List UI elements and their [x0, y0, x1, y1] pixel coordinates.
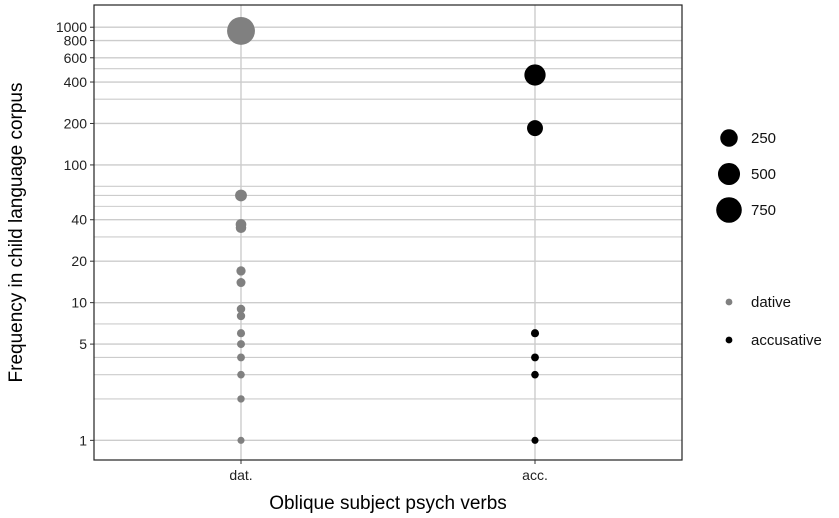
size-legend-label: 500: [751, 166, 776, 183]
x-axis-title: Oblique subject psych verbs: [269, 493, 507, 514]
data-point-dative: [237, 340, 245, 349]
size-legend: 250 500 750: [716, 129, 776, 223]
y-tick-label: 1: [79, 432, 87, 448]
data-point-dative: [236, 278, 246, 288]
color-legend-key: [725, 336, 733, 344]
data-point-dative: [235, 222, 247, 233]
size-legend-key: [720, 129, 738, 147]
data-point-accusative: [530, 329, 540, 338]
color-legend-label: accusative: [751, 332, 822, 349]
y-tick-label: 400: [64, 74, 88, 90]
y-axis-title: Frequency in child language corpus: [6, 83, 27, 383]
data-points: [227, 16, 546, 444]
data-point-accusative: [527, 120, 543, 137]
size-legend-key: [717, 162, 741, 186]
y-tick-label: 600: [64, 50, 88, 66]
color-legend-key: [725, 298, 733, 306]
data-point-dative: [236, 311, 246, 321]
data-point-dative: [237, 395, 245, 403]
data-point-dative: [236, 329, 246, 338]
y-tick-label: 10: [71, 295, 87, 311]
data-point-dative: [237, 436, 245, 444]
x-tick-label: dat.: [229, 467, 252, 483]
size-legend-label: 750: [751, 202, 776, 219]
y-tick-label: 1000: [56, 19, 87, 35]
data-point-dative: [236, 266, 246, 276]
size-legend-key: [716, 197, 742, 223]
data-point-dative: [235, 189, 247, 202]
grid-lines: [94, 5, 682, 460]
data-point-accusative: [531, 370, 539, 379]
y-tick-label: 100: [64, 157, 88, 173]
x-axis: dat. acc.: [229, 460, 548, 483]
x-tick-label: acc.: [522, 467, 548, 483]
y-tick-label: 40: [71, 212, 87, 228]
data-point-dative: [237, 353, 245, 362]
color-legend-label: dative: [751, 294, 791, 311]
data-point-dative: [236, 304, 246, 314]
data-point-accusative: [531, 436, 539, 444]
data-point-dative: [227, 16, 255, 45]
data-point-accusative: [524, 64, 546, 86]
data-point-accusative: [531, 353, 539, 362]
color-legend: dative accusative: [725, 294, 822, 349]
plot-panel-border: [93, 4, 683, 461]
y-tick-label: 20: [71, 253, 87, 269]
y-tick-label: 800: [64, 33, 88, 49]
y-tick-label: 5: [79, 336, 87, 352]
data-point-dative: [237, 370, 245, 379]
size-legend-label: 250: [751, 130, 776, 147]
y-tick-label: 200: [64, 115, 88, 131]
